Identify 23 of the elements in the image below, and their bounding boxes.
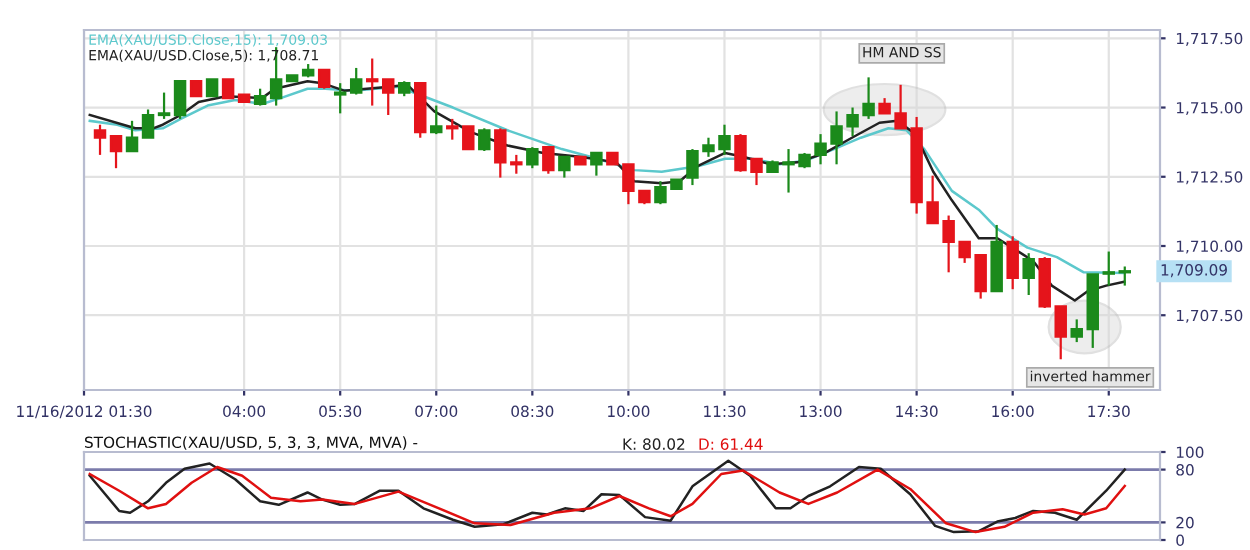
candlestick [141,108,155,139]
candlestick [125,119,139,153]
candlestick [93,123,107,156]
candlestick [430,104,443,136]
candlestick [590,151,603,177]
candlestick [1006,235,1019,291]
candlestick [157,91,171,120]
candlestick [365,57,379,107]
candlestick [173,80,187,120]
candlestick [1022,252,1035,297]
candlestick [333,82,347,115]
candlestick [1070,318,1083,344]
candlestick [1102,250,1115,287]
candlestick [526,146,539,170]
candlestick [221,78,235,100]
candlestick [542,146,555,175]
candlestick [1118,265,1132,287]
candlestick [381,78,395,117]
candlestick [349,66,363,96]
candlestick [109,134,123,170]
candlestick [478,127,491,153]
candlestick [317,68,331,90]
candlestick [558,155,571,179]
